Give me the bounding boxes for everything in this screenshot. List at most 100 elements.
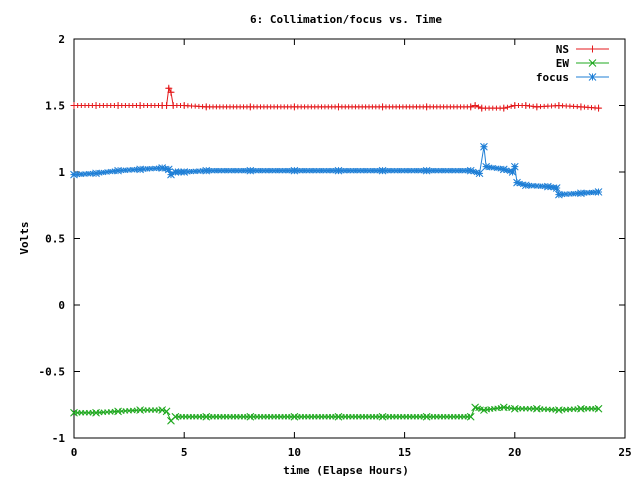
data-point xyxy=(552,184,561,192)
legend-label: NS xyxy=(556,43,569,56)
data-point xyxy=(433,167,440,174)
data-point xyxy=(504,104,510,110)
data-point xyxy=(422,412,431,421)
data-point xyxy=(180,102,188,109)
data-point xyxy=(114,102,122,109)
series-ns xyxy=(70,84,603,112)
data-point xyxy=(246,103,254,111)
data-point xyxy=(454,167,461,174)
data-point xyxy=(480,406,488,414)
data-point xyxy=(167,88,175,96)
y-tick-label: -1 xyxy=(52,432,66,445)
data-point xyxy=(378,166,387,175)
legend-item-focus: focus xyxy=(536,71,609,84)
data-point xyxy=(136,165,144,174)
data-point xyxy=(290,103,298,111)
legend-label: focus xyxy=(536,71,569,84)
data-point xyxy=(475,169,484,178)
data-point xyxy=(167,170,175,179)
data-point xyxy=(92,102,100,109)
data-point xyxy=(589,45,596,53)
data-point xyxy=(85,170,92,177)
legend-label: EW xyxy=(556,57,570,70)
data-point xyxy=(144,166,151,172)
data-point xyxy=(595,104,603,112)
data-point xyxy=(82,171,88,177)
data-point xyxy=(202,166,211,175)
x-axis-ticks: 0 5 10 15 20 25 xyxy=(71,39,632,459)
data-point xyxy=(466,412,475,421)
data-point xyxy=(559,191,566,198)
data-point xyxy=(140,166,147,172)
data-point xyxy=(521,181,530,190)
data-point xyxy=(510,404,519,413)
data-point xyxy=(151,165,158,172)
data-point xyxy=(506,168,513,174)
data-point xyxy=(290,412,299,421)
x-tick-label: 5 xyxy=(181,446,188,459)
data-point xyxy=(588,73,597,81)
data-point xyxy=(274,167,281,174)
data-point xyxy=(227,167,233,174)
data-point xyxy=(526,182,533,189)
data-point xyxy=(413,167,420,174)
data-point xyxy=(325,167,332,174)
data-point xyxy=(355,167,362,174)
data-point xyxy=(541,183,548,190)
data-point xyxy=(386,167,393,174)
y-axis-label: Volts xyxy=(18,221,31,254)
data-point xyxy=(530,182,537,189)
data-point xyxy=(533,103,541,111)
data-point xyxy=(136,102,144,109)
data-point xyxy=(570,190,577,197)
data-point xyxy=(158,164,167,172)
data-point xyxy=(342,167,349,174)
data-point xyxy=(74,171,81,178)
data-point xyxy=(544,182,552,191)
data-point xyxy=(503,167,510,174)
data-point xyxy=(423,103,431,111)
data-point xyxy=(185,168,191,175)
data-point xyxy=(567,191,573,197)
data-point xyxy=(311,167,318,174)
y-tick-label: -0.5 xyxy=(39,366,66,379)
x-tick-label: 15 xyxy=(398,446,411,459)
data-point xyxy=(104,169,110,175)
data-point xyxy=(577,404,585,413)
data-point xyxy=(349,167,355,174)
data-point xyxy=(261,167,267,174)
data-point xyxy=(378,412,387,421)
data-point xyxy=(171,168,180,176)
data-point xyxy=(447,167,454,174)
data-point xyxy=(213,167,220,174)
data-point xyxy=(334,166,343,175)
data-point xyxy=(577,189,585,198)
data-point xyxy=(164,165,173,174)
data-point xyxy=(70,102,78,109)
data-point xyxy=(171,412,180,421)
data-point xyxy=(410,167,416,174)
data-point xyxy=(216,167,223,174)
data-point xyxy=(126,167,132,173)
data-point xyxy=(233,167,240,174)
legend-item-ew: EW xyxy=(556,57,609,70)
data-point xyxy=(406,167,413,174)
data-point xyxy=(254,167,260,174)
data-point xyxy=(352,167,359,174)
data-point xyxy=(450,167,457,174)
data-point xyxy=(577,103,585,111)
data-point xyxy=(92,408,100,417)
data-point xyxy=(466,166,475,175)
data-point xyxy=(393,167,399,174)
data-point xyxy=(237,167,244,174)
data-point xyxy=(199,168,206,174)
data-point xyxy=(301,167,308,174)
data-point xyxy=(369,167,376,174)
data-point xyxy=(165,84,173,92)
data-point xyxy=(581,190,588,196)
data-point xyxy=(594,404,603,413)
data-point xyxy=(271,167,277,174)
data-point xyxy=(118,167,125,174)
data-point xyxy=(359,167,366,174)
